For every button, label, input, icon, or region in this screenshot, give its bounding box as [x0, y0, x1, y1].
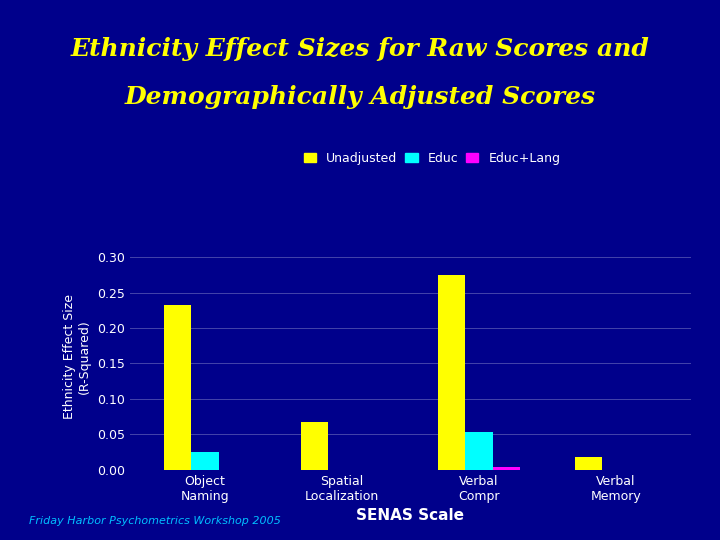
- Y-axis label: Ethnicity Effect Size
(R-Squared): Ethnicity Effect Size (R-Squared): [63, 294, 91, 419]
- Bar: [192, 452, 219, 470]
- Text: Demographically Adjusted Scores: Demographically Adjusted Scores: [125, 85, 595, 109]
- X-axis label: SENAS Scale: SENAS Scale: [356, 508, 464, 523]
- Bar: [575, 457, 602, 470]
- Text: Ethnicity Effect Sizes for Raw Scores and: Ethnicity Effect Sizes for Raw Scores an…: [71, 37, 649, 60]
- Bar: [164, 306, 192, 470]
- Text: Friday Harbor Psychometrics Workshop 2005: Friday Harbor Psychometrics Workshop 200…: [29, 516, 281, 526]
- Legend: Unadjusted, Educ, Educ+Lang: Unadjusted, Educ, Educ+Lang: [301, 150, 563, 167]
- Bar: [465, 432, 492, 470]
- Bar: [301, 422, 328, 470]
- Bar: [492, 467, 520, 470]
- Bar: [438, 275, 465, 470]
